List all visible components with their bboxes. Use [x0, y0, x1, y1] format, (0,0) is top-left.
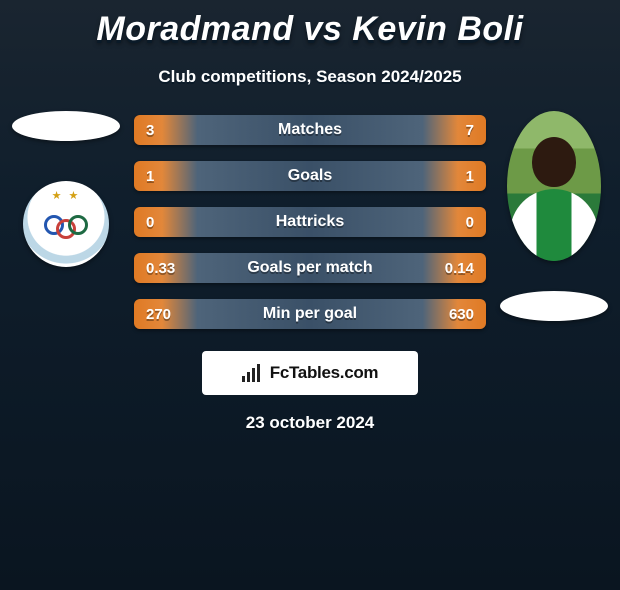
- player-left-column: ★ ★: [6, 115, 126, 267]
- stat-value-right: 1: [430, 168, 474, 185]
- stat-label: Goals: [190, 167, 430, 185]
- stat-value-right: 0: [430, 214, 474, 231]
- stat-value-left: 3: [146, 122, 190, 139]
- comparison-panel: ★ ★ 3Matches71Goals10Hattricks00.33Goals…: [0, 115, 620, 345]
- stat-value-right: 0.14: [430, 260, 474, 277]
- stat-label: Min per goal: [190, 305, 430, 323]
- player-photo-right: [507, 111, 601, 261]
- season-subtitle: Club competitions, Season 2024/2025: [0, 67, 620, 87]
- player-right-column: [494, 115, 614, 321]
- stat-row: 0.33Goals per match0.14: [134, 253, 486, 283]
- watermark-text: FcTables.com: [270, 363, 379, 383]
- stat-value-left: 270: [146, 306, 190, 323]
- flag-left-icon: [12, 111, 120, 141]
- stat-value-left: 1: [146, 168, 190, 185]
- generation-date: 23 october 2024: [0, 413, 620, 433]
- stat-row: 1Goals1: [134, 161, 486, 191]
- club-badge-left-icon: ★ ★: [23, 181, 109, 267]
- stars-icon: ★ ★: [52, 189, 81, 202]
- stat-label: Hattricks: [190, 213, 430, 231]
- stat-label: Goals per match: [190, 259, 430, 277]
- stat-row: 270Min per goal630: [134, 299, 486, 329]
- page-title: Moradmand vs Kevin Boli: [0, 10, 620, 49]
- chart-logo-icon: [242, 364, 264, 382]
- stat-value-left: 0: [146, 214, 190, 231]
- stats-column: 3Matches7 1Goals1 0Hattricks0 0.33Goals per…: [126, 115, 494, 345]
- watermark-badge: FcTables.com: [202, 351, 418, 395]
- stat-row: 3Matches7: [134, 115, 486, 145]
- stat-row: 0Hattricks0: [134, 207, 486, 237]
- stat-value-right: 630: [430, 306, 474, 323]
- stat-label: Matches: [190, 121, 430, 139]
- rings-icon: [44, 215, 88, 243]
- flag-right-icon: [500, 291, 608, 321]
- stat-value-right: 7: [430, 122, 474, 139]
- stat-value-left: 0.33: [146, 260, 190, 277]
